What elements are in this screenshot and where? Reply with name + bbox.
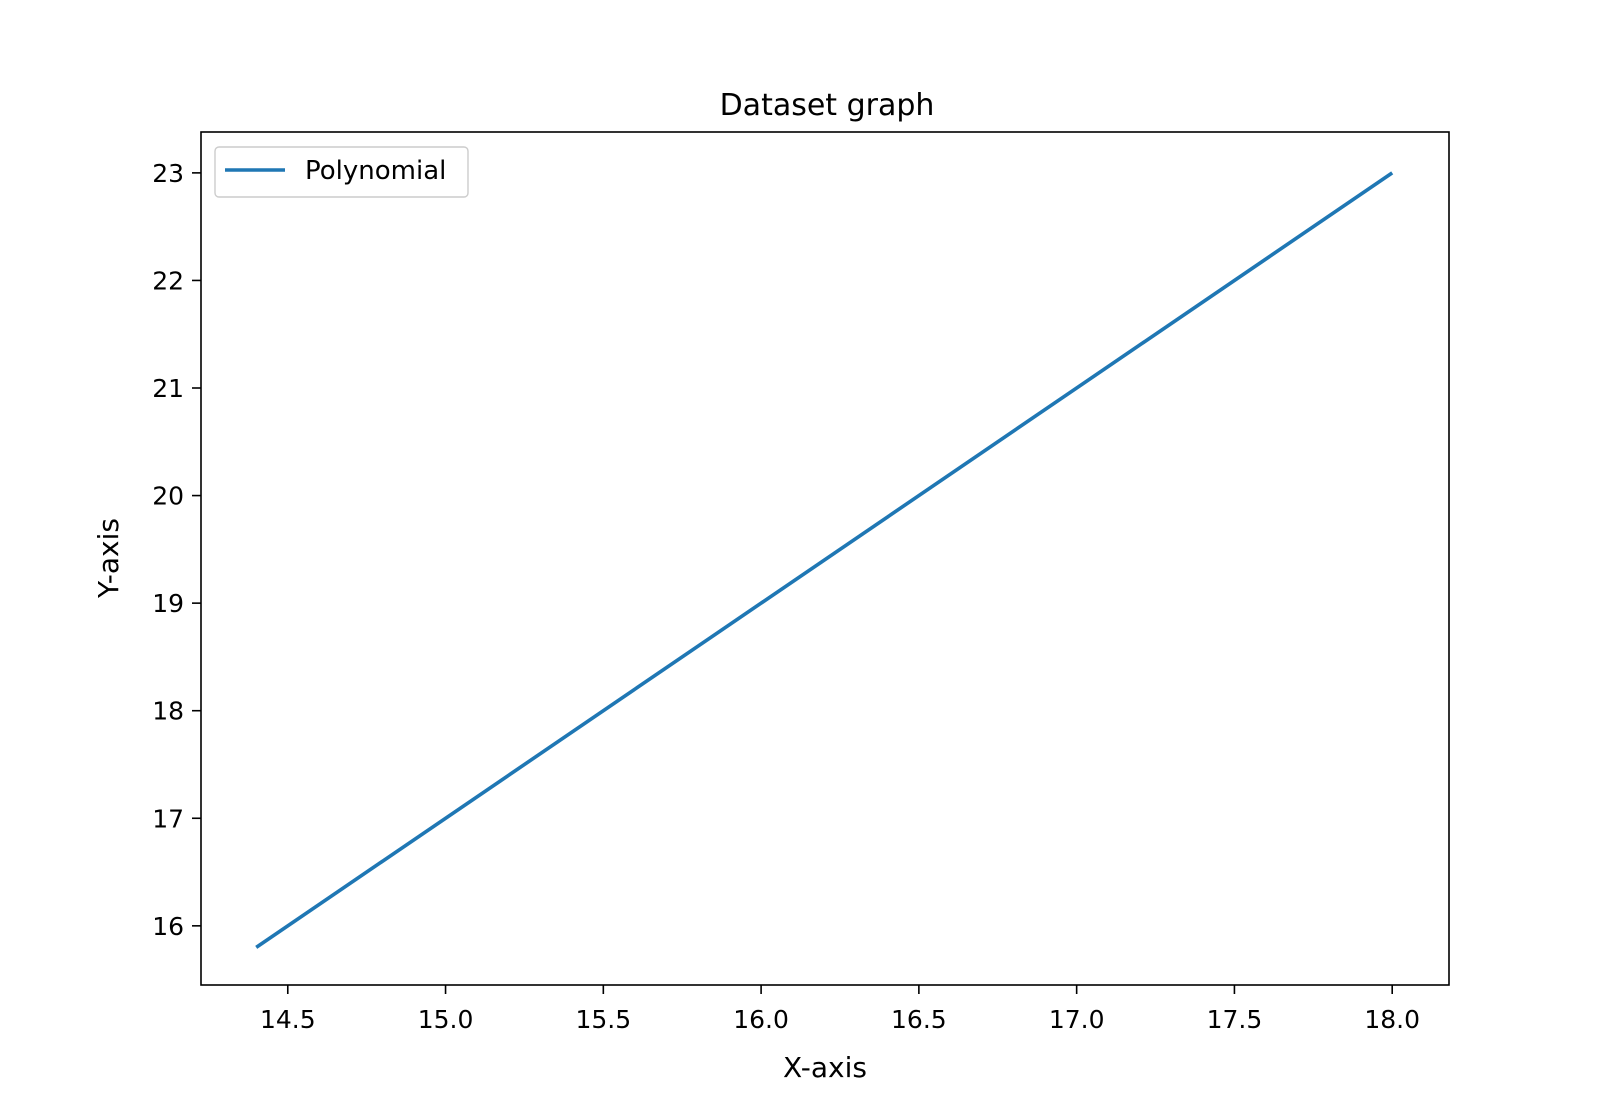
plot-area [200, 131, 1450, 986]
y-tick-label: 16 [152, 912, 184, 941]
series-layer [255, 171, 1394, 949]
x-tick-label: 15.5 [575, 1005, 631, 1034]
x-tick-label: 15.0 [418, 1005, 474, 1034]
y-tick-label: 18 [152, 697, 184, 726]
y-axis-label: Y-axis [92, 518, 125, 599]
chart-title: Dataset graph [720, 88, 935, 123]
x-tick-label: 18.0 [1364, 1005, 1420, 1034]
x-tick-label: 16.5 [891, 1005, 947, 1034]
y-tick-label: 17 [152, 804, 184, 833]
y-tick-label: 22 [152, 266, 184, 295]
y-axis-ticks: 16 17 18 19 20 21 22 23 [152, 159, 201, 941]
legend: Polynomial [214, 146, 469, 198]
x-tick-label: 14.5 [260, 1005, 316, 1034]
x-axis-ticks: 14.5 15.0 15.5 16.0 16.5 17.0 17.5 18.0 [260, 985, 1420, 1034]
y-tick-label: 20 [152, 482, 184, 511]
series-line-polynomial [255, 171, 1394, 949]
x-tick-label: 16.0 [733, 1005, 789, 1034]
x-tick-label: 17.0 [1049, 1005, 1105, 1034]
legend-box [214, 146, 469, 198]
x-tick-label: 17.5 [1207, 1005, 1263, 1034]
y-tick-label: 21 [152, 374, 184, 403]
y-tick-label: 19 [152, 589, 184, 618]
legend-label-polynomial: Polynomial [305, 156, 446, 186]
y-tick-label: 23 [152, 159, 184, 188]
x-axis-label: X-axis [783, 1051, 867, 1084]
